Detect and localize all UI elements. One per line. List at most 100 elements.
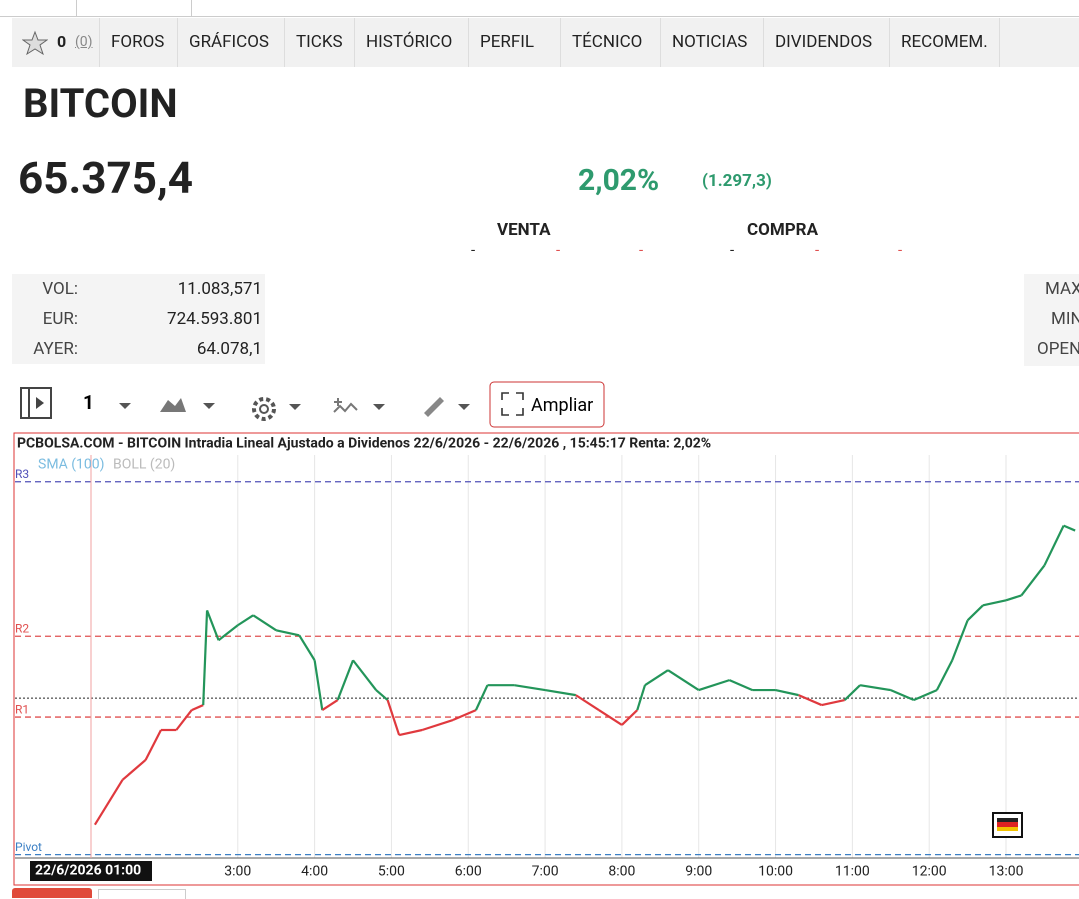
x-tick-label: 3:00	[224, 864, 251, 880]
nav-sep	[354, 18, 355, 67]
nav-item[interactable]: PERFIL	[480, 32, 535, 52]
price-segment	[913, 689, 938, 702]
nav-item[interactable]: TÉCNICO	[572, 32, 643, 52]
price-segment	[775, 689, 799, 697]
x-tick-label: 11:00	[835, 864, 870, 880]
price-segment	[982, 599, 1007, 607]
stat-row: EUR: 724.593.801	[12, 304, 265, 334]
nav-sep	[660, 18, 661, 67]
nav-sep	[889, 18, 890, 67]
asset-title: BITCOIN	[23, 80, 178, 127]
nav-item[interactable]: HISTÓRICO	[366, 32, 453, 52]
crosshair-label: 22/6/2026 01:00	[35, 863, 141, 879]
nav-sep	[763, 18, 764, 67]
dropdown-arrow[interactable]	[119, 403, 131, 409]
star-icon[interactable]	[22, 30, 48, 56]
stat-label: VOL:	[42, 279, 78, 299]
stat-row: VOL: 11.083,571	[12, 274, 265, 304]
level-label: R1	[15, 702, 29, 716]
price-segment	[191, 704, 204, 712]
price-segment	[951, 619, 969, 661]
nav-item[interactable]: DIVIDENDOS	[775, 32, 873, 52]
indicator-label: BOLL (20)	[113, 457, 175, 473]
indicator-icon[interactable]	[333, 398, 358, 413]
price-segment	[252, 614, 277, 632]
settings-icon[interactable]	[252, 397, 276, 421]
chart-frame	[13, 432, 1079, 886]
interval[interactable]: 1	[83, 391, 94, 414]
stat-label: EUR:	[42, 309, 78, 329]
dash: -	[898, 241, 903, 259]
price-segment	[514, 684, 546, 692]
star-count: 0	[57, 32, 67, 51]
price-segment	[206, 609, 220, 641]
price-segment	[729, 679, 753, 692]
dropdown-arrow[interactable]	[458, 404, 470, 410]
nav-item[interactable]: TICKS	[296, 32, 343, 52]
bottom-tab[interactable]	[98, 889, 186, 899]
indicator-label: SMA (100)	[38, 457, 105, 473]
stat-label: OPEN	[1037, 339, 1079, 359]
x-tick-label: 4:00	[301, 864, 328, 880]
x-tick-label: 5:00	[378, 864, 405, 880]
price-segment	[890, 689, 915, 702]
nav-bar: 0 (0) FOROS GRÁFICOS TICKS HISTÓRICO PERFIL T…	[12, 18, 1079, 67]
nav-sep	[177, 18, 178, 67]
price-segment	[966, 604, 984, 622]
level-label: R3	[15, 467, 29, 481]
stat-row: AYER: 64.078,1	[12, 334, 265, 364]
nav-item[interactable]: FOROS	[111, 32, 165, 52]
level-label: Pivot	[15, 840, 42, 854]
change-abs: (1.297,3)	[702, 171, 772, 191]
star-votes[interactable]: (0)	[75, 34, 93, 50]
chart: 3:00 4:00 5:00 6:00 7:00 8:00 9:00 10:00 11:00 12…	[13, 432, 1079, 886]
nav-item[interactable]: GRÁFICOS	[189, 32, 270, 52]
x-tick-label: 6:00	[455, 864, 482, 880]
price-segment	[935, 659, 954, 691]
stat-value: 11.083,571	[177, 279, 262, 299]
sell-label: VENTA	[497, 220, 551, 240]
price-segment	[121, 759, 147, 781]
x-tick-label: 9:00	[685, 864, 712, 880]
dropdown-arrow[interactable]	[203, 403, 215, 409]
nav-item[interactable]: RECOMEM.	[901, 32, 988, 52]
nav-sep	[284, 18, 285, 67]
price-segment	[575, 694, 600, 712]
price-segment	[375, 689, 389, 701]
price-segment	[93, 779, 124, 826]
bottom-button[interactable]	[12, 888, 92, 898]
price-segment	[698, 679, 730, 692]
x-tick-label: 7:00	[532, 864, 559, 880]
dash: -	[639, 241, 644, 259]
tab[interactable]	[76, 0, 192, 16]
price-segment	[798, 694, 823, 707]
price-segment	[336, 659, 355, 701]
flag-stripe	[997, 818, 1018, 822]
price-segment	[644, 669, 669, 687]
dropdown-arrow[interactable]	[289, 404, 301, 410]
price-segment	[636, 684, 647, 711]
price-segment	[474, 684, 489, 711]
dash: -	[471, 241, 476, 259]
level-label: R2	[15, 621, 29, 635]
price-segment	[398, 728, 423, 737]
chart-type-icon[interactable]	[160, 398, 186, 412]
expand-label[interactable]: Ampliar	[531, 395, 593, 416]
dash: -	[730, 241, 735, 259]
flag-stripe	[997, 827, 1018, 831]
crosshair-box	[30, 861, 152, 881]
nav-item[interactable]: NOTICIAS	[672, 32, 748, 52]
dropdown-arrow[interactable]	[373, 404, 385, 410]
draw-icon[interactable]	[424, 397, 444, 417]
price-segment	[352, 659, 377, 691]
price-segment	[821, 698, 845, 707]
price-segment	[452, 709, 477, 722]
price-segment	[217, 624, 239, 642]
change-pct: 2,02%	[578, 163, 660, 198]
price: 65.375,4	[18, 152, 194, 204]
x-tick-label: 8:00	[608, 864, 635, 880]
price-segment	[859, 684, 891, 692]
price-segment	[598, 709, 623, 726]
sidebar-toggle[interactable]	[20, 387, 52, 419]
price-segment	[1020, 564, 1046, 597]
